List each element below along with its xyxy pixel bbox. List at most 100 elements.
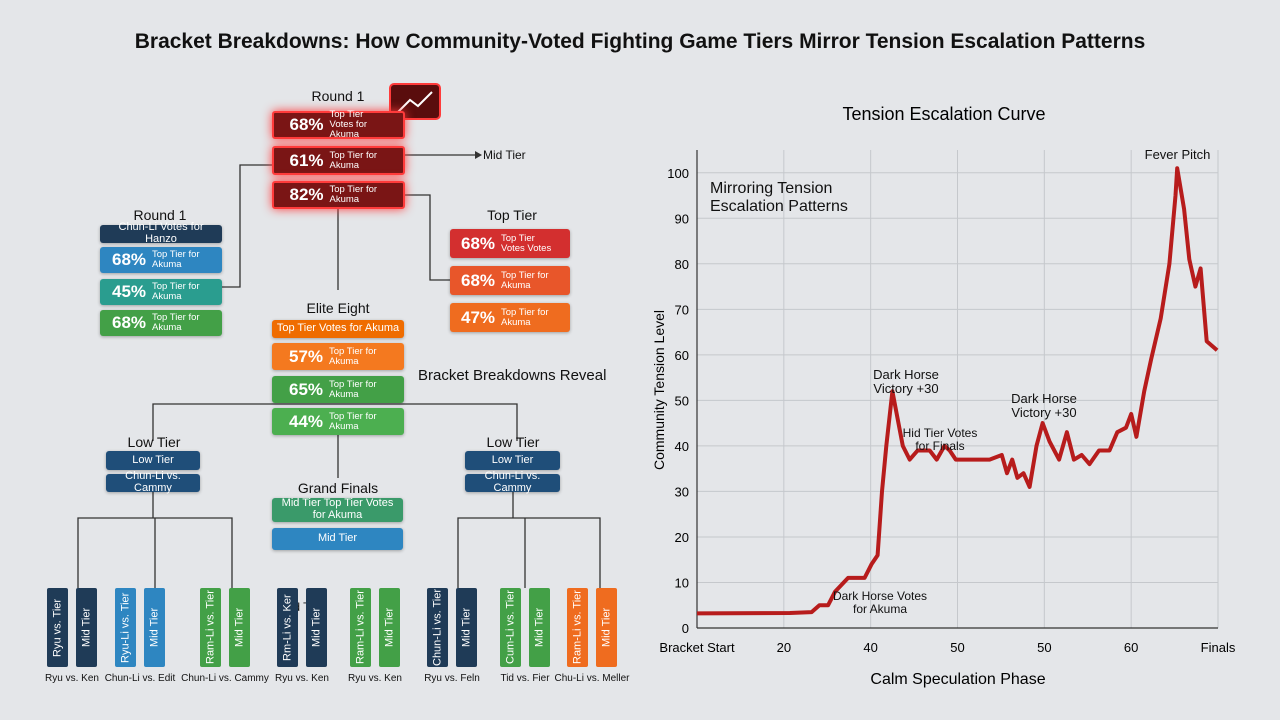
bracket-box: Low Tier <box>106 451 200 470</box>
group-label: Top Tier <box>487 207 537 223</box>
x-tick-label: 50 <box>1037 640 1051 655</box>
box-percent: 68% <box>460 233 496 253</box>
box-text: Top Tier Votes for Akuma <box>329 109 368 140</box>
match-caption: Ryu vs. Feln <box>424 673 480 684</box>
match-caption: Chun-Li vs. Cammy <box>181 673 269 684</box>
x-tick-label: Finals <box>1201 640 1236 655</box>
match-bar: Cum-Li vs. Tier <box>500 588 521 667</box>
x-axis-label: Calm Speculation Phase <box>870 671 1045 688</box>
bracket-box: 61% Top Tier for Akuma <box>272 146 405 175</box>
y-tick-label: 0 <box>682 621 689 636</box>
match-bar: Mid Tier <box>529 588 550 667</box>
box-text: Low Tier <box>132 453 174 466</box>
box-percent: 82% <box>289 185 324 204</box>
bracket-box: Mid Tier Top Tier Votes for Akuma <box>272 498 403 522</box>
box-percent: 68% <box>289 115 324 134</box>
bracket-box: 68% Top Tier for Akuma <box>450 266 570 295</box>
box-text: Top Tier for Akuma <box>329 410 377 432</box>
box-percent: 47% <box>460 307 496 327</box>
box-text: Top Tier for Akuma <box>329 378 377 400</box>
bracket-connectors <box>77 83 601 588</box>
y-tick-label: 10 <box>675 575 689 590</box>
match-bar: Mid Tier <box>306 588 327 667</box>
y-tick-label: 60 <box>675 348 689 363</box>
y-axis-label: Community Tension Level <box>651 310 667 470</box>
x-tick-label: 20 <box>777 640 791 655</box>
box-text: Top Tier for Akuma <box>329 149 378 171</box>
bracket-box: 47% Top Tier for Akuma <box>450 303 570 332</box>
tension-line <box>696 166 1219 616</box>
y-tick-label: 90 <box>675 211 689 226</box>
box-text: Mid Tier Top Tier Votes for Akuma <box>281 497 394 521</box>
bracket-box: Mid Tier <box>272 528 403 550</box>
box-text: Mid Tier <box>317 532 358 545</box>
match-caption: Ryu vs. Ken <box>275 673 329 684</box>
box-text: Top Tier for Akuma <box>152 249 200 270</box>
y-tick-label: 70 <box>675 302 689 317</box>
bracket-box: 57% Top Tier for Akuma <box>272 343 404 370</box>
match-bar: Mid Tier <box>144 588 165 667</box>
bracket-box: 65% Top Tier for Akuma <box>272 376 404 403</box>
box-text: Chun-Li vs. Cammy <box>125 470 181 494</box>
group-label: Elite Eight <box>306 300 370 316</box>
chart-annotation: Dark Horse Votes for Akuma <box>832 589 928 617</box>
box-text: Chun-Li Votes for Hanzo <box>118 221 204 245</box>
match-caption: Ryu vs. Ken <box>45 673 99 684</box>
box-text: Top Tier Votes Votes <box>501 232 552 254</box>
match-caption: Tid vs. Fier <box>500 673 550 684</box>
match-bar: Rm-Li vs. Ker <box>277 588 298 667</box>
match-bar: Ram-Li vs. Tier <box>200 588 221 667</box>
box-percent: 65% <box>288 379 324 399</box>
y-tick-label: 20 <box>675 530 689 545</box>
x-tick-label: Bracket Start <box>659 640 735 655</box>
x-tick-label: 40 <box>863 640 877 655</box>
box-percent: 57% <box>288 346 324 366</box>
group-label: Round 1 <box>311 88 365 104</box>
match-bar: Mid Tier <box>76 588 97 667</box>
match-bar: Ryu-Li vs. Tier <box>115 588 136 667</box>
y-tick-label: 80 <box>675 257 689 272</box>
box-percent: 68% <box>460 270 496 290</box>
chart-annotation: Fever Pitch <box>1144 147 1211 162</box>
box-text: Top Tier for Akuma <box>329 345 377 367</box>
chart-annotation: Dark Horse Victory +30 <box>1011 391 1077 421</box>
bracket-box: Chun-Li vs. Cammy <box>465 471 560 494</box>
box-percent: 44% <box>288 411 324 431</box>
arrow-label: Mid Tier <box>483 148 526 162</box>
bracket-box: 68% Top Tier for Akuma <box>100 247 222 273</box>
box-percent: 68% <box>111 250 147 269</box>
box-text: Top Tier for Akuma <box>501 306 549 328</box>
bracket-box: 45% Top Tier for Akuma <box>100 279 222 305</box>
x-tick-label: 50 <box>950 640 964 655</box>
line-chart: Tension Escalation Curve Community Tensio… <box>651 104 1236 688</box>
match-bar: Mid Tier <box>379 588 400 667</box>
bracket-box: 68% Top Tier for Akuma <box>100 310 222 336</box>
box-text: Top Tier for Akuma <box>152 312 200 333</box>
chart-title: Tension Escalation Curve <box>842 104 1045 124</box>
chart-annotation: Hid Tier Votes for Finals <box>902 426 978 454</box>
bracket-box: 82% Top Tier for Akuma <box>272 181 405 209</box>
match-bar: Chun-Li vs. Tier <box>427 588 448 667</box>
bracket-box: Chun-Li vs. Cammy <box>106 470 200 494</box>
box-text: Low Tier <box>491 453 534 466</box>
group-label: Round 1 <box>133 207 187 223</box>
group-label: Low Tier <box>127 434 181 450</box>
bracket-box: 68% Top Tier Votes for Akuma <box>272 109 405 140</box>
bracket-box: Low Tier <box>465 451 560 470</box>
box-text: Top Tier for Akuma <box>152 281 200 302</box>
bracket-box: 44% Top Tier for Akuma <box>272 408 404 435</box>
match-bar: Mid Tier <box>229 588 250 667</box>
bracket-box: Top Tier Votes for Akuma <box>272 320 404 338</box>
y-tick-label: 40 <box>675 439 689 454</box>
y-tick-label: 50 <box>675 393 689 408</box>
box-percent: 68% <box>111 313 147 332</box>
group-label: Low Tier <box>486 434 540 450</box>
y-tick-label: 100 <box>667 166 689 181</box>
box-text: Top Tier for Akuma <box>501 269 549 291</box>
reveal-text: Bracket Breakdowns Reveal <box>418 367 607 384</box>
match-bar: Ram-Li vs. Tier <box>350 588 371 667</box>
bracket-box: Chun-Li Votes for Hanzo <box>100 221 222 245</box>
match-bar: Ryu vs. Tier <box>47 588 68 667</box>
group-label: Grand Finals <box>297 480 379 496</box>
